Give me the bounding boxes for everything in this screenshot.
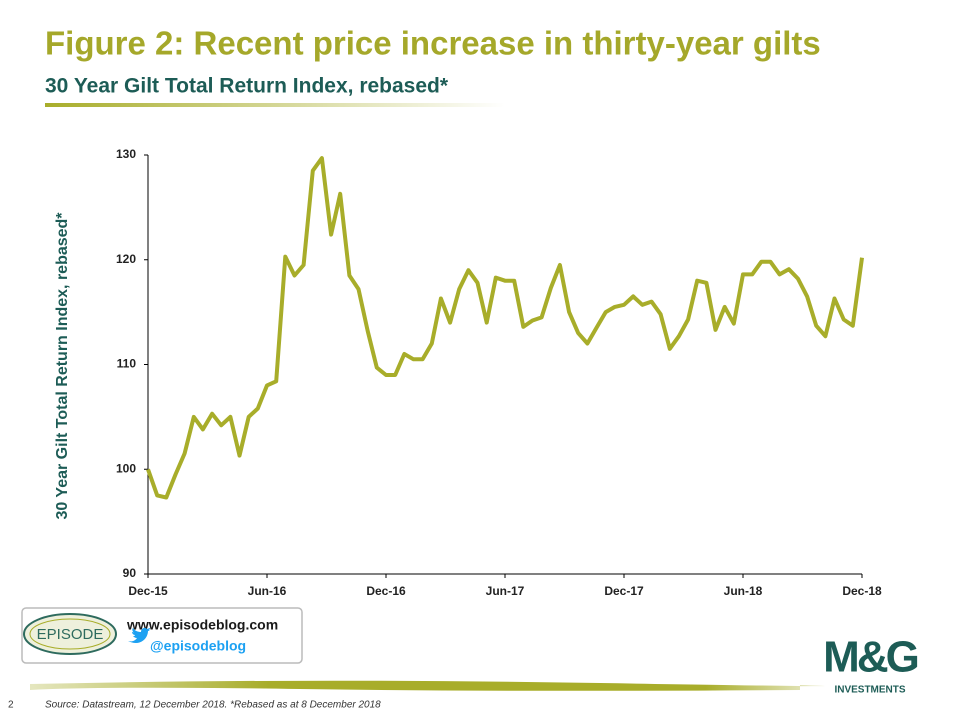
website: www.episodeblog.com [126, 617, 278, 633]
y-tick-label: 100 [116, 461, 136, 475]
x-tick-label: Dec-17 [604, 584, 644, 598]
y-tick-label: 110 [117, 357, 137, 371]
y-axis-title: 30 Year Gilt Total Return Index, rebased… [54, 212, 71, 520]
footer-brush [30, 680, 825, 691]
source-note: Source: Datastream, 12 December 2018. *R… [45, 700, 381, 711]
y-tick-label: 130 [116, 147, 136, 161]
y-tick-label: 120 [116, 252, 136, 266]
brand-logo: M&G [823, 633, 917, 682]
x-tick-label: Dec-18 [842, 584, 882, 598]
title-underline [45, 103, 505, 107]
logo-text: EPISODE [37, 626, 104, 643]
x-tick-label: Jun-17 [486, 584, 525, 598]
series-line [146, 156, 864, 500]
twitter-icon [128, 628, 150, 643]
x-tick-label: Jun-18 [724, 584, 763, 598]
chart-title: Figure 2: Recent price increase in thirt… [45, 25, 821, 62]
x-tick-label: Dec-15 [128, 584, 168, 598]
episode-logo-ring [29, 618, 111, 650]
twitter-handle: @episodeblog [150, 638, 246, 654]
chart-subtitle: 30 Year Gilt Total Return Index, rebased… [45, 75, 449, 98]
page-number: 2 [8, 700, 14, 711]
plot: 90 100 110 120 130 Dec-15 Jun-16 Dec-16 Jun-17 De… [116, 147, 882, 598]
x-tick-label: Jun-16 [248, 584, 287, 598]
brand-sub: INVESTMENTS [834, 685, 905, 696]
episode-logo [23, 613, 117, 655]
y-tick-label: 90 [123, 566, 137, 580]
x-tick-label: Dec-16 [366, 584, 406, 598]
